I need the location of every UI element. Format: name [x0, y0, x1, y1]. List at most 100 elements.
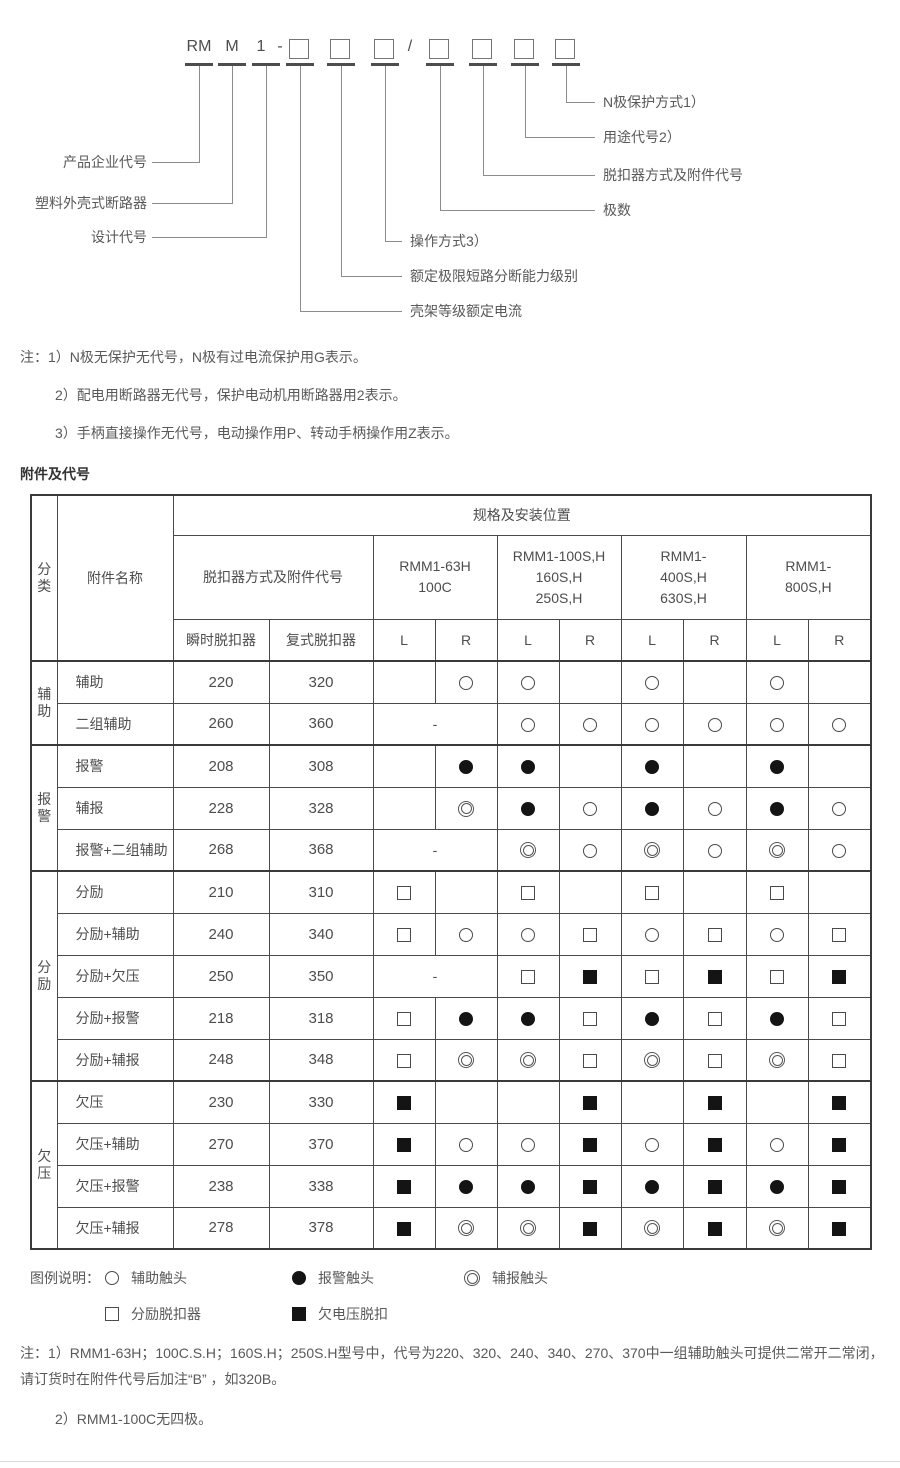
symbol-cell — [807, 1164, 872, 1208]
accessory-name-cell: 分励+辅报 — [56, 1038, 174, 1082]
model-line: RMM1- — [785, 558, 832, 574]
alarm-contact-icon — [521, 760, 535, 775]
undervoltage-release-icon — [832, 970, 847, 985]
symbol-cell — [496, 1038, 560, 1082]
symbol-cell — [682, 1206, 747, 1250]
symbol-cell — [620, 1038, 684, 1082]
legend-item-label: 分励脱扣器 — [131, 1306, 201, 1322]
code-box-4 — [429, 39, 449, 59]
symbol-cell — [807, 828, 872, 872]
symbol-cell — [682, 1038, 747, 1082]
symbol-cell — [558, 660, 622, 704]
shunt-release-icon — [583, 1012, 597, 1027]
table-row: 辅报 228 328 — [31, 786, 872, 830]
not-available-cell: - — [372, 702, 498, 746]
underline-mark — [371, 63, 399, 66]
model-line: RMM1- — [660, 547, 707, 564]
aux-contact-icon — [105, 1271, 119, 1285]
spec-position-header-cell: 规格及安装位置 — [172, 494, 872, 536]
symbol-cell — [434, 1038, 498, 1082]
aux-contact-icon — [583, 717, 597, 732]
lr-header-cell: L — [496, 618, 560, 662]
aux-contact-icon — [583, 802, 597, 817]
undervoltage-release-icon — [397, 1096, 411, 1111]
underline-mark — [252, 63, 280, 66]
alarm-contact-icon — [770, 1012, 784, 1027]
label-frame-current: 壳架等级额定电流 — [410, 303, 522, 319]
symbol-cell — [496, 996, 560, 1040]
symbol-cell — [496, 828, 560, 872]
undervoltage-release-icon — [292, 1307, 306, 1321]
compound-code-cell: 320 — [268, 660, 374, 704]
aux-contact-icon — [645, 928, 659, 943]
symbol-cell — [807, 996, 872, 1040]
symbol-cell — [558, 1122, 622, 1166]
alarm-contact-icon — [521, 1180, 535, 1195]
symbol-cell — [682, 996, 747, 1040]
alarm-contact-icon — [645, 760, 659, 775]
code-part-slash: / — [407, 38, 413, 55]
instant-code-cell: 228 — [172, 786, 270, 830]
symbol-cell — [620, 828, 684, 872]
instant-code-cell: 210 — [172, 870, 270, 914]
aux-contact-icon — [645, 1138, 659, 1153]
not-available-cell: - — [372, 828, 498, 872]
symbol-cell — [807, 1038, 872, 1082]
instant-code-cell: 220 — [172, 660, 270, 704]
symbol-cell — [745, 870, 809, 914]
aux-alarm-contact-icon — [769, 1052, 785, 1069]
symbol-cell — [372, 1122, 436, 1166]
model-line: 100C — [418, 579, 452, 595]
instant-code-cell: 218 — [172, 996, 270, 1040]
aux-alarm-contact-icon — [644, 842, 660, 859]
aux-contact-icon — [459, 928, 473, 943]
aux-contact-icon — [770, 928, 784, 943]
label-operation-mode: 操作方式3） — [410, 233, 488, 249]
underline-mark — [426, 63, 454, 66]
symbol-cell — [745, 828, 809, 872]
table-header: 分类 附件名称 规格及安装位置 脱扣器方式及附件代号 RMM1-63H 100C RMM1-… — [30, 494, 872, 662]
table-row: 分励+辅报 248 348 — [31, 1038, 872, 1082]
model-line: 800S,H — [784, 579, 832, 595]
instant-code-cell: 278 — [172, 1206, 270, 1250]
category-header-cell: 分类 — [30, 494, 58, 662]
instant-code-cell: 260 — [172, 702, 270, 746]
symbol-cell — [682, 660, 747, 704]
symbol-cell — [434, 1080, 498, 1124]
note-line: 注：1）RMM1-63H；100C.S.H；160S.H；250S.H型号中，代… — [20, 1345, 884, 1387]
symbol-cell — [745, 786, 809, 830]
symbol-cell — [372, 660, 436, 704]
symbol-cell — [434, 870, 498, 914]
symbol-cell — [496, 744, 560, 788]
legend-item-label: 报警触头 — [318, 1270, 374, 1286]
symbol-cell — [558, 744, 622, 788]
symbol-cell — [807, 912, 872, 956]
code-box-7 — [555, 39, 575, 59]
symbol-cell — [807, 1122, 872, 1166]
symbol-cell — [620, 996, 684, 1040]
undervoltage-release-icon — [583, 1180, 597, 1195]
symbol-cell — [745, 1122, 809, 1166]
accessory-name-cell: 欠压+报警 — [56, 1164, 174, 1208]
instant-code-cell: 268 — [172, 828, 270, 872]
lr-header-cell: L — [372, 618, 436, 662]
model-header-cell: RMM1- 800S,H — [745, 534, 872, 620]
symbol-cell — [558, 702, 622, 746]
shunt-release-icon — [397, 928, 411, 943]
shunt-release-icon — [707, 928, 722, 943]
model-line: RMM1-63H — [399, 558, 471, 574]
symbol-cell — [620, 870, 684, 914]
compound-code-cell: 360 — [268, 702, 374, 746]
alarm-contact-icon — [645, 1180, 659, 1195]
aux-alarm-contact-icon — [644, 1220, 660, 1237]
symbol-cell — [558, 786, 622, 830]
compound-code-cell: 338 — [268, 1164, 374, 1208]
instant-code-cell: 240 — [172, 912, 270, 956]
code-part-dash: - — [277, 38, 283, 55]
section-title: 附件及代号 — [20, 466, 90, 482]
symbol-cell — [496, 660, 560, 704]
model-line: 630S,H — [660, 589, 707, 606]
symbol-cell — [434, 744, 498, 788]
undervoltage-release-icon — [832, 1180, 847, 1195]
compound-code-cell: 370 — [268, 1122, 374, 1166]
